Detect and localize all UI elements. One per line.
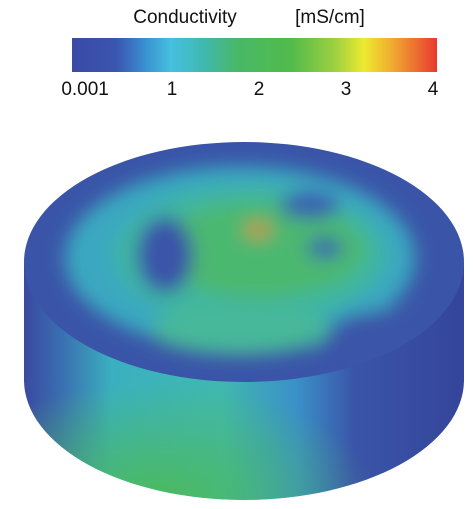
- colorbar-title: Conductivity: [133, 7, 237, 28]
- colorbar-tick-label: 1: [167, 79, 178, 100]
- colorbar-tick-label: 3: [341, 79, 352, 100]
- colorbar-unit: [mS/cm]: [295, 7, 365, 28]
- cylinder: [24, 142, 464, 500]
- colorbar-tick-label: 4: [428, 79, 439, 100]
- colorbar-ticks: 0.001 1 2 3 4: [61, 79, 438, 100]
- colorbar-tick-label: 2: [254, 79, 265, 100]
- colorbar-tick-label: 0.001: [61, 79, 109, 100]
- colorbar: [72, 38, 437, 72]
